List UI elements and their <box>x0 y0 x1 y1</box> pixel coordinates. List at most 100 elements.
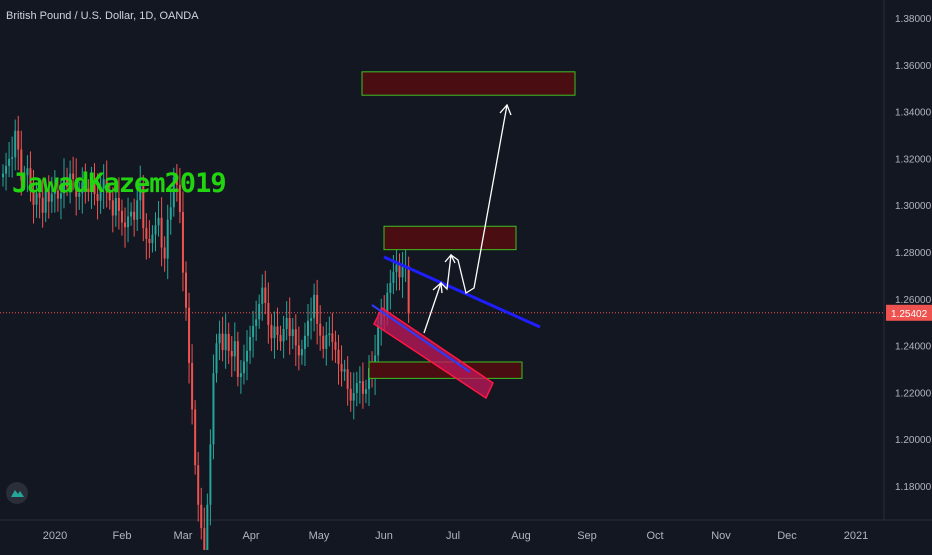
price-tick-label: 1.28000 <box>895 248 932 259</box>
candle-body <box>276 326 279 336</box>
candle-body <box>81 182 84 194</box>
price-zone-box[interactable] <box>361 71 576 96</box>
candle-body <box>322 335 325 349</box>
candle-body <box>230 350 233 357</box>
candle-body <box>142 186 145 229</box>
candle-body <box>163 247 166 259</box>
candle-body <box>340 364 343 372</box>
candle-body <box>282 328 285 342</box>
candle-body <box>246 350 248 362</box>
candle-body <box>172 177 175 208</box>
candle-body <box>133 211 136 220</box>
candle-body <box>124 222 126 228</box>
candle-body <box>72 173 75 179</box>
time-tick-label: Apr <box>242 530 259 542</box>
candle-body <box>355 383 358 394</box>
current-price-badge <box>886 304 932 321</box>
candle-body <box>252 325 255 337</box>
candle-body <box>319 323 322 336</box>
candle-body <box>20 149 23 181</box>
candle-body <box>157 217 160 226</box>
candle-body <box>87 188 90 193</box>
time-axis[interactable]: 2020 Feb Mar Apr May Jun Jul Aug Sep Oct Nov Dec 202… <box>43 530 868 542</box>
price-tick-label: 1.18000 <box>895 482 932 493</box>
tradingview-logo-icon[interactable] <box>6 482 28 504</box>
candle-body <box>111 200 114 216</box>
candle-body <box>258 303 261 320</box>
time-tick-label: 2021 <box>844 530 868 542</box>
candle-body <box>227 333 230 351</box>
candle-body <box>328 333 331 336</box>
price-tick-label: 1.30000 <box>895 201 932 212</box>
candle-body <box>239 373 242 377</box>
time-tick-label: Jul <box>446 530 460 542</box>
candle-body <box>364 389 367 394</box>
time-tick-label: May <box>309 530 330 542</box>
price-axis[interactable]: 1.38000 1.36000 1.34000 1.32000 1.30000 1.280… <box>886 14 932 493</box>
chart-title: British Pound / U.S. Dollar, 1D, OANDA <box>6 10 199 22</box>
arrowhead <box>444 253 456 264</box>
candle-body <box>297 345 300 356</box>
time-tick-label: 2020 <box>43 530 67 542</box>
candle-body <box>139 186 142 201</box>
price-zone-box[interactable] <box>383 225 517 251</box>
price-tick-label: 1.36000 <box>895 61 932 72</box>
candle-body <box>41 197 44 213</box>
drawings-group <box>0 71 884 400</box>
arrowhead <box>432 281 443 294</box>
candle-body <box>50 193 53 202</box>
candle-body <box>63 177 65 194</box>
candle-body <box>221 333 224 351</box>
candles-group <box>2 115 410 555</box>
candle-body <box>191 362 194 410</box>
candle-body <box>337 349 340 365</box>
candle-body <box>325 335 328 349</box>
candle-body <box>285 317 288 329</box>
price-tick-label: 1.38000 <box>895 14 932 25</box>
candle-body <box>398 264 401 278</box>
candle-body <box>99 188 102 201</box>
candle-body <box>26 168 29 176</box>
candle-body <box>44 188 47 213</box>
time-tick-label: Dec <box>777 530 797 542</box>
projection-path[interactable] <box>423 104 508 334</box>
candle-body <box>29 168 32 191</box>
candle-body <box>32 190 35 205</box>
candle-body <box>148 238 151 244</box>
candle-body <box>310 318 313 321</box>
candle-body <box>17 130 20 150</box>
time-tick-label: Feb <box>113 530 132 542</box>
candle-body <box>175 177 178 185</box>
candle-body <box>169 207 172 220</box>
candle-body <box>392 271 395 283</box>
time-tick-label: Mar <box>174 530 193 542</box>
candle-body <box>56 190 59 199</box>
candle-body <box>291 329 294 337</box>
candle-body <box>389 282 392 293</box>
candle-body <box>160 217 163 248</box>
channel-upper-line[interactable] <box>371 304 471 373</box>
time-tick-label: Sep <box>577 530 597 542</box>
candle-body <box>273 326 276 339</box>
candle-body <box>395 264 398 272</box>
author-watermark: JawadKazem2019 <box>12 168 227 199</box>
descending-channel[interactable] <box>373 306 494 400</box>
candle-body <box>117 197 120 211</box>
candle-body <box>75 178 78 197</box>
candle-body <box>23 175 26 181</box>
candle-body <box>11 157 14 159</box>
resistance-trendline[interactable] <box>383 255 541 329</box>
candle-body <box>154 225 157 235</box>
candle-body <box>108 192 111 201</box>
candle-body <box>166 219 169 259</box>
price-tick-label: 1.34000 <box>895 108 932 119</box>
candle-body <box>127 216 130 228</box>
candle-body <box>386 292 389 317</box>
candle-body <box>38 193 41 198</box>
candle-body <box>303 335 306 350</box>
candle-body <box>66 177 69 187</box>
candle-body <box>203 528 206 552</box>
candle-body <box>209 444 212 505</box>
